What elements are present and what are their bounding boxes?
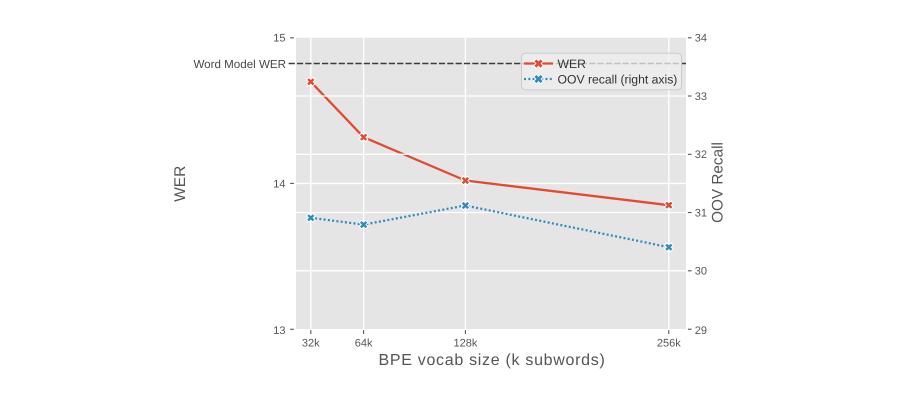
- svg-text:OOV Recall: OOV Recall: [710, 142, 727, 223]
- svg-text:29: 29: [695, 325, 707, 337]
- svg-text:32k: 32k: [302, 337, 320, 349]
- svg-text:33: 33: [695, 91, 707, 103]
- svg-text:128k: 128k: [453, 337, 477, 349]
- svg-text:34: 34: [695, 33, 707, 45]
- svg-text:32: 32: [695, 149, 707, 161]
- svg-text:OOV recall (right axis): OOV recall (right axis): [558, 72, 678, 86]
- svg-text:BPE vocab size (k subwords): BPE vocab size (k subwords): [379, 352, 606, 369]
- svg-text:WER: WER: [172, 166, 189, 202]
- svg-text:31: 31: [695, 207, 707, 219]
- svg-text:Word Model WER: Word Model WER: [193, 58, 286, 71]
- svg-text:14: 14: [273, 178, 285, 190]
- svg-text:13: 13: [273, 325, 285, 337]
- svg-text:15: 15: [273, 33, 285, 45]
- svg-text:WER: WER: [558, 57, 587, 71]
- svg-text:256k: 256k: [657, 337, 681, 349]
- svg-text:30: 30: [695, 266, 707, 278]
- svg-text:64k: 64k: [355, 337, 373, 349]
